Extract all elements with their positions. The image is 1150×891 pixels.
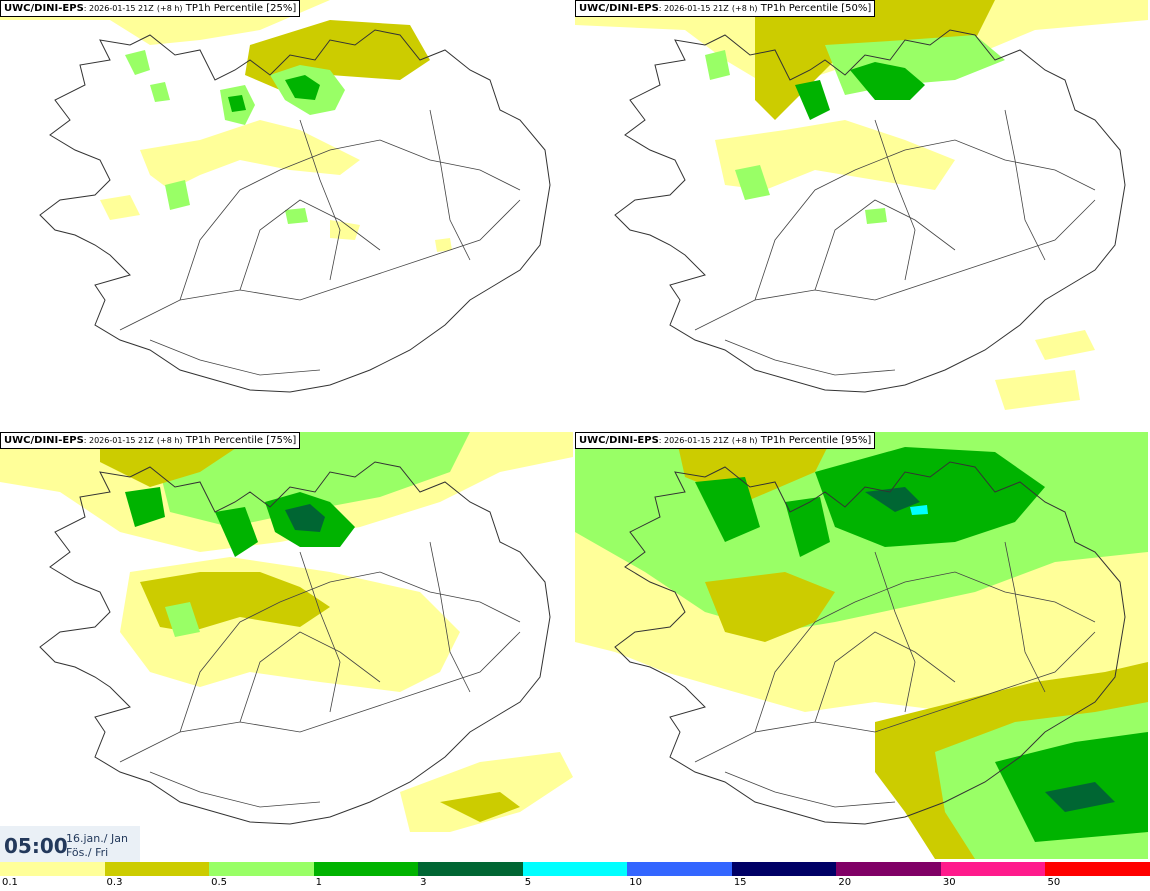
- legend-labels: 0.1 0.3 0.5 1 3 5 10 15 20 30 50: [0, 877, 1150, 891]
- valid-time: 05:00: [4, 834, 68, 858]
- legend-swatch: [209, 862, 314, 876]
- map-panel-p25: UWC/DINI-EPS: 2026-01-15 21Z (+8 h) TP1h…: [0, 0, 573, 427]
- valid-date: 16.jan./ Jan: [66, 832, 128, 845]
- map-panel-p50: UWC/DINI-EPS: 2026-01-15 21Z (+8 h) TP1h…: [575, 0, 1148, 427]
- legend-swatch: [522, 862, 628, 876]
- legend-swatch: [104, 862, 210, 876]
- legend-label: 0.5: [211, 877, 227, 888]
- legend-swatch: [0, 862, 105, 876]
- panel-title: UWC/DINI-EPS: 2026-01-15 21Z (+8 h) TP1h…: [0, 0, 301, 17]
- legend-swatch: [731, 862, 837, 876]
- legend-label: 0.1: [2, 877, 18, 888]
- map-panel-p95: UWC/DINI-EPS: 2026-01-15 21Z (+8 h) TP1h…: [575, 432, 1148, 859]
- legend-swatch: [940, 862, 1046, 876]
- legend-swatch: [1045, 862, 1150, 876]
- map-p25: [0, 0, 573, 427]
- legend-label: 10: [629, 877, 642, 888]
- legend-label: 50: [1047, 877, 1061, 888]
- valid-time-box: 05:00 16.jan./ Jan Fös./ Fri: [0, 826, 140, 862]
- map-panel-p75: UWC/DINI-EPS: 2026-01-15 21Z (+8 h) TP1h…: [0, 432, 573, 859]
- legend-label: 3: [420, 877, 427, 888]
- panel-title: UWC/DINI-EPS: 2026-01-15 21Z (+8 h) TP1h…: [575, 432, 876, 449]
- legend-swatch: [418, 862, 523, 876]
- legend-label: 15: [733, 877, 747, 888]
- legend-swatch: [313, 862, 419, 876]
- panel-title: UWC/DINI-EPS: 2026-01-15 21Z (+8 h) TP1h…: [575, 0, 876, 17]
- panel-title: UWC/DINI-EPS: 2026-01-15 21Z (+8 h) TP1h…: [0, 432, 301, 449]
- map-p95: [575, 432, 1148, 859]
- map-p50: [575, 0, 1148, 427]
- legend-label: 20: [838, 877, 852, 888]
- color-legend: [0, 862, 1150, 876]
- valid-weekday: Fös./ Fri: [66, 846, 109, 859]
- legend-label: 5: [524, 877, 532, 888]
- legend-swatch: [627, 862, 732, 876]
- legend-swatch: [836, 862, 941, 876]
- legend-label: 1: [315, 877, 322, 888]
- legend-label: 0.3: [106, 877, 123, 888]
- map-p75: [0, 432, 573, 859]
- legend-label: 30: [942, 877, 956, 888]
